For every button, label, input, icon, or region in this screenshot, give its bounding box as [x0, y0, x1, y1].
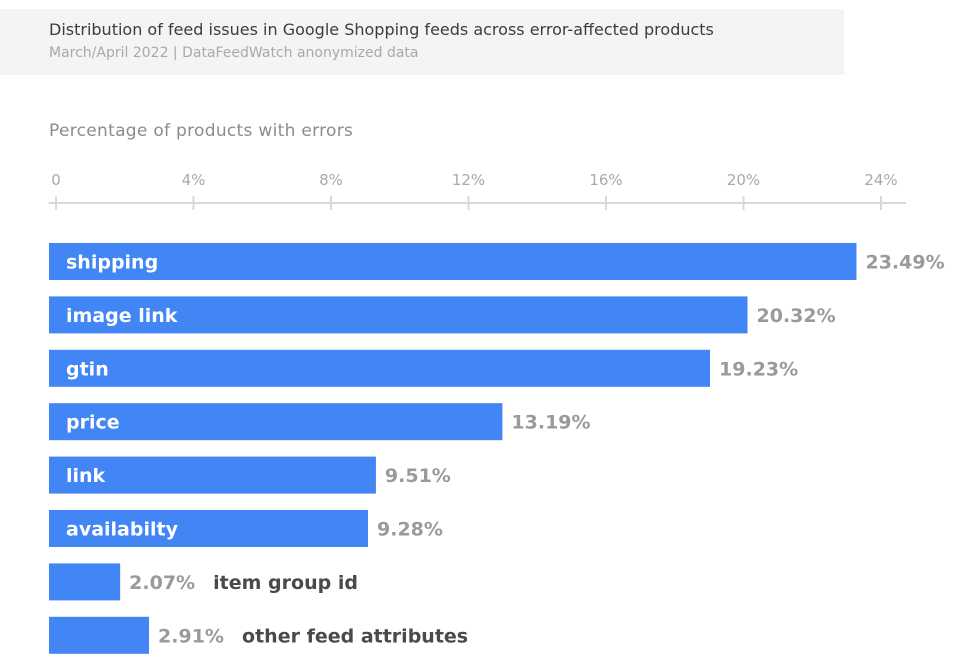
x-axis-title: Percentage of products with errors: [49, 121, 354, 141]
bar: [49, 349, 711, 387]
bar-category-label: link: [66, 465, 106, 487]
bar-value-label: 9.28%: [377, 519, 443, 541]
bar-category-label: price: [66, 412, 120, 434]
x-tick-label: 0: [51, 171, 61, 189]
chart-header: [0, 9, 844, 75]
bar: [49, 510, 368, 547]
bar-category-label: gtin: [66, 358, 109, 380]
bar: [49, 403, 503, 441]
bar-value-label: 20.32%: [757, 305, 836, 327]
chart-subtitle: March/April 2022 | DataFeedWatch anonymi…: [49, 45, 419, 61]
bar: [49, 616, 150, 654]
bar-category-label: other feed attributes: [242, 625, 468, 647]
x-tick-label: 16%: [589, 171, 622, 189]
bar: [49, 456, 376, 494]
bar-category-label: item group id: [213, 572, 358, 594]
bar: [49, 563, 121, 601]
chart-title: Distribution of feed issues in Google Sh…: [49, 20, 714, 39]
bar-value-label: 2.07%: [129, 572, 195, 594]
x-tick-label: 12%: [452, 171, 485, 189]
bar: [49, 243, 857, 280]
bar: [49, 296, 748, 334]
bar-value-label: 23.49%: [865, 252, 944, 274]
bar-value-label: 19.23%: [719, 358, 798, 380]
bar-category-label: availabilty: [66, 519, 179, 541]
x-tick-label: 20%: [727, 171, 760, 189]
x-tick-label: 8%: [319, 171, 343, 189]
bar-value-label: 13.19%: [511, 412, 590, 434]
x-tick-label: 4%: [182, 171, 206, 189]
bar-category-label: shipping: [66, 252, 158, 274]
bar-value-label: 2.91%: [158, 625, 224, 647]
bar-category-label: image link: [66, 305, 178, 327]
bar-value-label: 9.51%: [385, 465, 451, 487]
x-tick-label: 24%: [864, 171, 897, 189]
